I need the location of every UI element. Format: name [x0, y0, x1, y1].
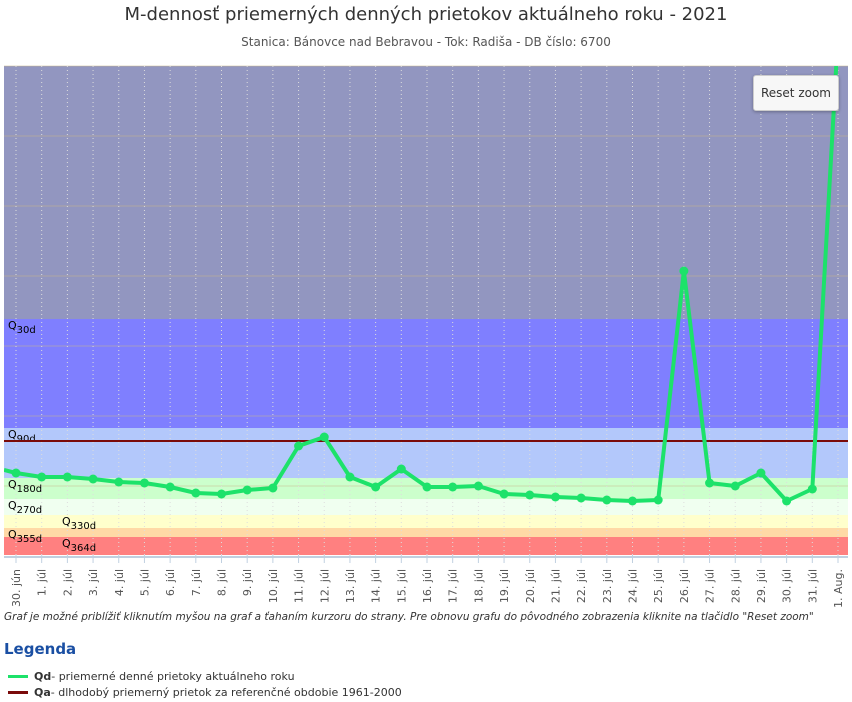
zoom-note: Graf je možné priblížiť kliknutím myšou …	[4, 611, 814, 623]
band-5	[4, 515, 848, 528]
x-tick-label: 2. júl	[61, 569, 74, 596]
qd-point	[242, 485, 252, 495]
qd-point	[602, 495, 612, 505]
qd-point	[396, 464, 406, 474]
x-tick-label: 23. júl	[601, 569, 614, 603]
legend-desc: - priemerné denné prietoky aktuálneho ro…	[51, 670, 295, 683]
x-tick-label: 16. júl	[421, 569, 434, 603]
qd-point	[294, 441, 304, 451]
x-tick-label: 20. júl	[524, 569, 537, 603]
x-tick-label: 11. júl	[293, 569, 306, 603]
band-0	[4, 66, 848, 319]
x-tick-label: 14. júl	[370, 569, 383, 603]
legend-title: Legenda	[4, 640, 77, 658]
x-tick-label: 28. júl	[729, 569, 742, 603]
reset-zoom-button[interactable]: Reset zoom	[753, 75, 839, 111]
band-label: Q355d	[8, 528, 42, 545]
band-4	[4, 499, 848, 515]
legend-name: Qa	[34, 686, 51, 699]
legend-swatch	[8, 675, 28, 678]
legend-item-qd[interactable]: Qd - priemerné denné prietoky aktuálneho…	[8, 670, 295, 683]
x-tick-label: 29. júl	[755, 569, 768, 603]
x-tick-label: 5. júl	[138, 569, 151, 596]
x-tick-label: 22. júl	[575, 569, 588, 603]
qd-point	[807, 484, 817, 494]
chart-plot[interactable]: 30. jún 1. júl 2. júl 3. júl 4. júl 5. júl 6. …	[0, 0, 852, 610]
x-tick-label: 10. júl	[267, 569, 280, 603]
x-tick-label: 18. júl	[472, 569, 485, 603]
x-tick-label: 21. júl	[549, 569, 562, 603]
qd-point	[448, 482, 458, 492]
band-label: Q364d	[62, 537, 96, 554]
x-tick-label: 9. júl	[241, 569, 254, 596]
x-tick-label: 7. júl	[190, 569, 203, 596]
qd-point	[37, 472, 47, 482]
x-tick-label: 31. júl	[806, 569, 819, 603]
qd-point	[679, 266, 689, 276]
qd-point	[782, 496, 792, 506]
qd-point	[525, 490, 535, 500]
x-tick-label: 30. jún	[10, 569, 23, 607]
chart-subtitle: Stanica: Bánovce nad Bebravou - Tok: Rad…	[241, 35, 611, 49]
band-label: Q330d	[62, 515, 96, 532]
x-tick-label: 25. júl	[652, 569, 665, 603]
band-7	[4, 537, 848, 555]
qd-point	[422, 482, 432, 492]
x-tick-label: 17. júl	[447, 569, 460, 603]
qd-point	[11, 468, 21, 478]
qd-point	[473, 481, 483, 491]
x-tick-label: 4. júl	[113, 569, 126, 596]
qd-point	[705, 478, 715, 488]
qd-point	[165, 482, 175, 492]
qd-point	[576, 493, 586, 503]
band-1	[4, 319, 848, 428]
legend-item-qa[interactable]: Qa - dlhodobý priemerný prietok za refer…	[8, 686, 402, 699]
qd-point	[88, 474, 98, 484]
legend-desc: - dlhodobý priemerný prietok za referenč…	[50, 686, 402, 699]
x-tick-label: 6. júl	[164, 569, 177, 596]
x-tick-label: 27. júl	[704, 569, 717, 603]
qd-point	[371, 482, 381, 492]
qd-point	[730, 481, 740, 491]
band-2	[4, 428, 848, 478]
qd-point	[319, 432, 329, 442]
qd-point	[191, 488, 201, 498]
band-6	[4, 528, 848, 537]
qd-point	[550, 492, 560, 502]
chart-title: M-dennosť priemerných denných prietokov …	[124, 4, 728, 25]
band-label: Q180d	[8, 478, 42, 495]
x-tick-label: 8. júl	[216, 569, 229, 596]
x-tick-label: 30. júl	[781, 569, 794, 603]
band-label: Q30d	[8, 319, 36, 336]
qd-point	[345, 472, 355, 482]
x-tick-label: 3. júl	[87, 569, 100, 596]
x-tick-label: 15. júl	[395, 569, 408, 603]
qd-point	[268, 483, 278, 493]
x-tick-label: 1. Aug.	[832, 569, 845, 608]
qd-point	[653, 495, 663, 505]
x-tick-label: 26. júl	[678, 569, 691, 603]
band-label: Q270d	[8, 499, 42, 516]
x-tick-label: 12. júl	[318, 569, 331, 603]
qd-point	[62, 472, 72, 482]
legend-swatch	[8, 691, 28, 694]
legend-name: Qd	[34, 670, 52, 683]
x-tick-label: 1. júl	[36, 569, 49, 596]
x-tick-label: 13. júl	[344, 569, 357, 603]
x-tick-label: 19. júl	[498, 569, 511, 603]
qd-point	[756, 468, 766, 478]
qd-point	[628, 496, 637, 506]
qd-point	[139, 478, 149, 488]
band-label: Q90d	[8, 428, 36, 445]
qd-point	[114, 477, 124, 487]
qd-point	[217, 489, 226, 499]
x-tick-label: 24. júl	[627, 569, 640, 603]
qd-series-line	[4, 66, 839, 503]
qd-point	[499, 489, 509, 499]
